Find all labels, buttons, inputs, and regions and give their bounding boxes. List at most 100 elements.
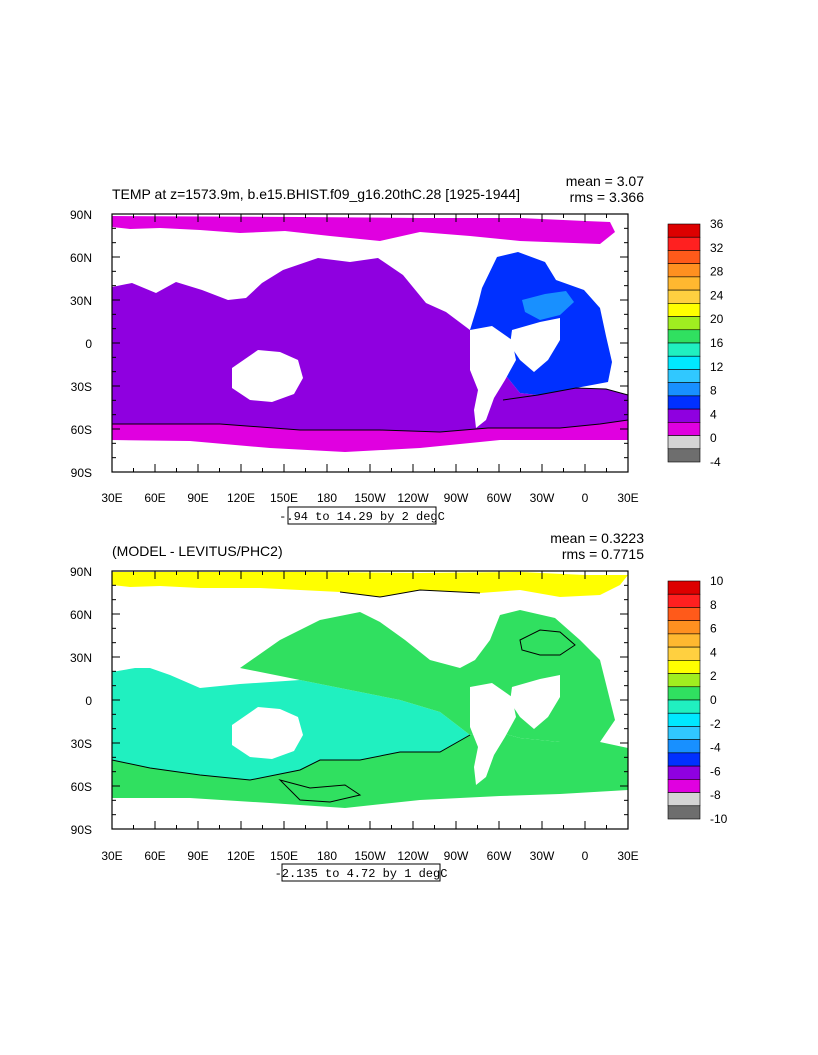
map-plot [111,213,629,473]
y-tick-label: 60S [71,780,92,794]
ocean-region-southern-green [112,730,628,808]
colorbar-swatch [667,236,701,251]
colorbar-swatch [667,263,701,278]
y-tick-label: 90S [71,466,92,480]
colorbar: 10 8 6 4 2 0 -2 -4 -6 -8 -10 [667,574,728,826]
colorbar-label: -4 [710,455,721,469]
colorbar-swatch [667,422,701,436]
panel-top: TEMP at z=1573.9m, b.e15.BHIST.f09_g16.2… [70,173,724,525]
colorbar-swatch [667,779,701,793]
panel-title: TEMP at z=1573.9m, b.e15.BHIST.f09_g16.2… [112,186,520,202]
y-axis: 90N 60N 30N 0 30S 60S 90S [70,565,92,837]
y-tick-label: 60N [70,608,92,622]
contour-line [278,779,362,803]
colorbar-label: 12 [710,360,724,374]
colorbar-label: 16 [710,336,724,350]
land-south-america [470,683,516,785]
y-tick-label: 30N [70,651,92,665]
x-tick-label: 180 [317,849,337,863]
x-tick-label: 30E [617,849,638,863]
ocean-region-arctic [112,216,615,244]
colorbar-label: 28 [710,265,724,279]
x-tick-label: 30E [617,491,638,505]
x-tick-label: 60E [144,491,165,505]
x-tick-label: 120W [397,491,429,505]
colorbar-swatch [667,250,701,264]
colorbar-label: -4 [710,741,721,755]
contour-info-box [281,863,441,882]
colorbar-swatch [667,726,701,740]
colorbar-swatch [667,593,701,608]
x-tick-label: 90E [187,491,208,505]
contour-line [502,387,629,401]
x-tick-label: 150E [270,491,298,505]
colorbar-swatch [667,792,701,807]
y-tick-label: 60S [71,423,92,437]
land-africa [510,675,560,729]
x-tick-label: 60W [487,491,512,505]
axis-ticks [111,570,629,830]
colorbar-swatch [667,408,701,423]
panel-bottom: (MODEL - LEVITUS/PHC2) mean = 0.3223 rms… [70,530,728,882]
colorbar-swatch [667,435,701,450]
y-tick-label: 60N [70,251,92,265]
colorbar-swatch [667,223,701,238]
colorbar-swatch [667,316,701,331]
colorbar-label: 0 [710,431,717,445]
contour-info: -.94 to 14.29 by 2 degC [279,510,445,524]
colorbar-label: 8 [710,384,717,398]
contour-info-box [287,506,437,525]
x-tick-label: 60E [144,849,165,863]
colorbar-swatch [667,752,701,767]
colorbar-swatch [667,765,701,780]
colorbar-label: 4 [710,407,717,421]
colorbar-label: -2 [710,717,721,731]
y-tick-label: 90S [71,823,92,837]
colorbar-swatch [667,342,701,357]
colorbar-swatch [667,633,701,648]
x-tick-label: 150W [354,491,386,505]
contour-line [112,419,629,433]
colorbar-label: -6 [710,764,721,778]
colorbar-label: 6 [710,622,717,636]
x-tick-label: 90W [444,849,469,863]
y-tick-label: 30N [70,294,92,308]
x-axis: 30E 60E 90E 120E 150E 180 150W 120W 90W … [101,491,638,505]
colorbar-swatch [667,355,701,370]
colorbar-swatch [667,739,701,754]
x-tick-label: 180 [317,491,337,505]
contour-line [111,734,471,781]
colorbar-label: 0 [710,693,717,707]
y-axis: 90N 60N 30N 0 30S 60S 90S [70,208,92,480]
colorbar-swatch [667,329,701,344]
x-tick-label: 0 [582,491,589,505]
x-tick-label: 90W [444,491,469,505]
colorbar-swatch [667,805,701,820]
y-tick-label: 90N [70,208,92,222]
colorbar-swatch [667,620,701,635]
colorbar-swatch [667,303,701,317]
colorbar-swatch [667,580,701,595]
colorbar-label: 24 [710,288,724,302]
colorbar-swatch [667,448,701,463]
x-tick-label: 120W [397,849,429,863]
axis-ticks [111,213,629,473]
land-south-america [470,326,516,428]
x-tick-label: 90E [187,849,208,863]
y-tick-label: 30S [71,737,92,751]
land-australia [232,350,303,402]
colorbar-swatch [667,276,701,291]
mean-label: mean = 3.07 [566,173,644,189]
colorbar-swatch [667,699,701,714]
colorbar-label: 32 [710,241,724,255]
contour-line [339,589,481,598]
x-tick-label: 150W [354,849,386,863]
colorbar-label: 36 [710,217,724,231]
contour-line [519,629,576,656]
colorbar-swatch [667,646,701,661]
x-tick-label: 30E [101,849,122,863]
y-tick-label: 90N [70,565,92,579]
x-tick-label: 120E [227,491,255,505]
y-tick-label: 30S [71,380,92,394]
